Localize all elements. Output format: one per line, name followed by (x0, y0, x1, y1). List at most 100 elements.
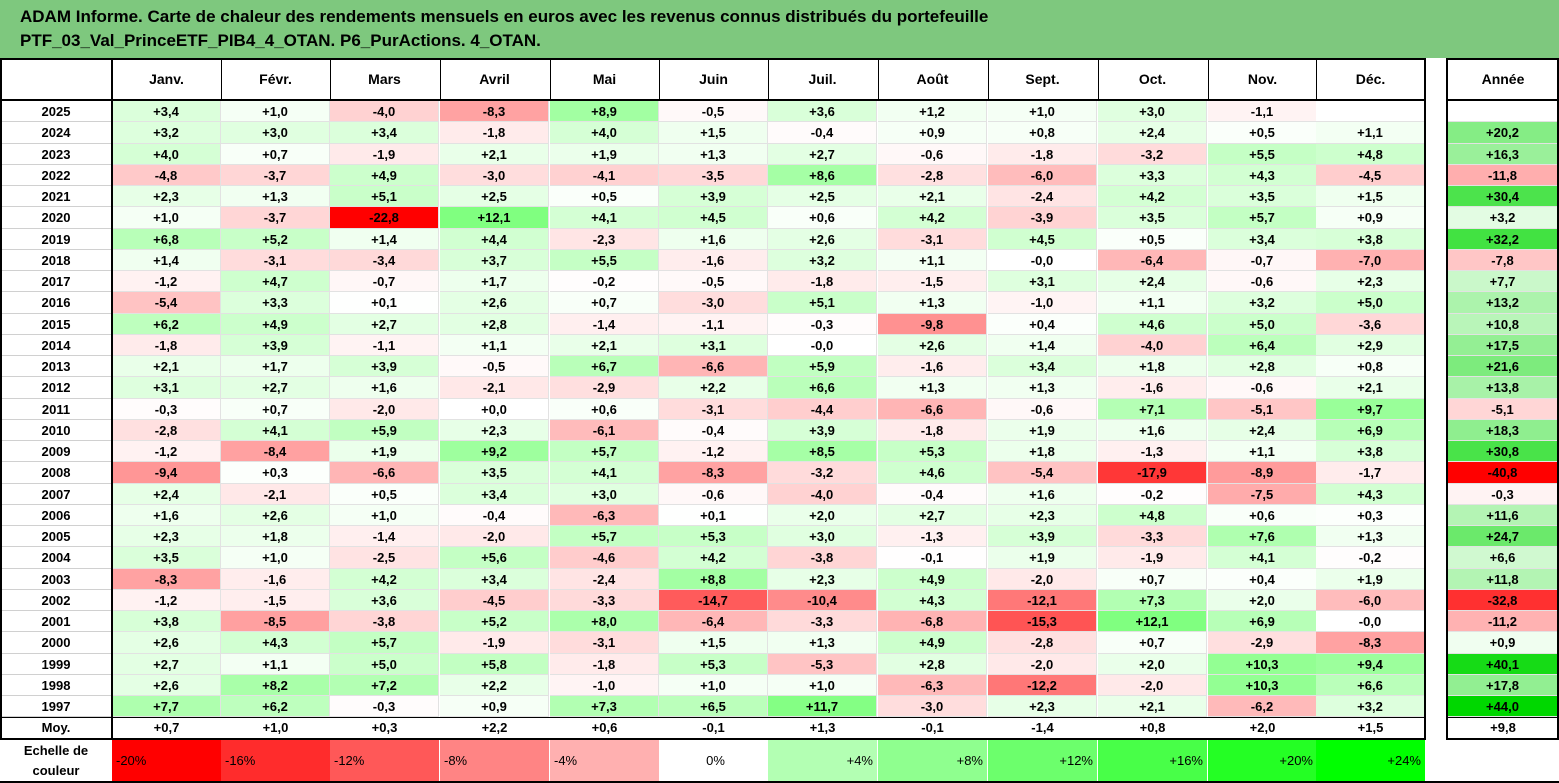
month-header: Févr. (221, 58, 330, 100)
heatmap-cell: -3,7 (221, 207, 330, 229)
heatmap-cell: +0,6 (550, 398, 659, 420)
heatmap-cell: +11,7 (768, 696, 877, 718)
heatmap-cell: +6,9 (1316, 419, 1425, 441)
average-annual-cell: +9,8 (1447, 717, 1559, 740)
heatmap-cell: +1,9 (550, 143, 659, 165)
year-label: 1998 (0, 674, 112, 696)
grid-line (0, 781, 1559, 783)
heatmap-cell: +8,9 (550, 101, 659, 123)
heatmap-cell: -3,1 (550, 632, 659, 654)
heatmap-cell: +4,0 (112, 143, 221, 165)
heatmap-cell: +10,3 (1208, 653, 1317, 675)
heatmap-cell: +1,4 (330, 228, 439, 250)
heatmap-cell: +3,5 (112, 547, 221, 569)
average-cell: +1,3 (768, 717, 877, 740)
heatmap-cell: +2,3 (988, 696, 1097, 718)
heatmap-cell: -6,0 (988, 164, 1097, 186)
annual-cell: +11,6 (1447, 504, 1559, 526)
heatmap-cell: -17,9 (1098, 462, 1207, 484)
color-scale-step: +24% (1316, 739, 1425, 783)
grid-line (1424, 58, 1426, 741)
heatmap-cell: +5,1 (768, 292, 877, 314)
heatmap-cell: +1,1 (878, 249, 987, 271)
average-cell: -0,1 (878, 717, 987, 740)
heatmap-cell: +5,7 (1208, 207, 1317, 229)
heatmap-cell: -3,6 (1316, 313, 1425, 335)
heatmap-cell: -1,9 (440, 632, 549, 654)
annual-cell (1447, 101, 1559, 123)
heatmap-cell: +10,3 (1208, 674, 1317, 696)
heatmap-cell: +3,0 (1098, 101, 1207, 123)
heatmap-cell: +4,2 (659, 547, 768, 569)
heatmap-cell: +4,0 (550, 122, 659, 144)
heatmap-cell: +1,9 (330, 441, 439, 463)
heatmap-cell: +2,2 (440, 674, 549, 696)
heatmap-cell: +1,6 (659, 228, 768, 250)
annual-cell: +6,6 (1447, 547, 1559, 569)
heatmap-cell: +0,4 (988, 313, 1097, 335)
grid-line (1098, 58, 1099, 100)
heatmap-cell: +8,0 (550, 611, 659, 633)
heatmap-cell: +2,3 (112, 526, 221, 548)
heatmap-cell: +2,4 (1098, 271, 1207, 293)
heatmap-cell: +0,6 (1208, 504, 1317, 526)
heatmap-cell: -8,3 (1316, 632, 1425, 654)
month-header: Oct. (1098, 58, 1207, 100)
heatmap-cell: +1,0 (112, 207, 221, 229)
year-label: 2010 (0, 419, 112, 441)
heatmap-cell: -0,4 (878, 483, 987, 505)
heatmap-cell: +3,0 (550, 483, 659, 505)
heatmap-cell: +1,9 (988, 419, 1097, 441)
heatmap-cell: +7,2 (330, 674, 439, 696)
heatmap-cell: +2,7 (221, 377, 330, 399)
heatmap-cell: -4,6 (550, 547, 659, 569)
heatmap-cell: -1,9 (1098, 547, 1207, 569)
heatmap-cell: -4,0 (330, 101, 439, 123)
heatmap-cell: +2,7 (768, 143, 877, 165)
heatmap-cell: +0,7 (550, 292, 659, 314)
heatmap-cell: -1,2 (659, 441, 768, 463)
heatmap-cell: -1,4 (550, 313, 659, 335)
heatmap-cell: -4,1 (550, 164, 659, 186)
title-line-1: ADAM Informe. Carte de chaleur des rende… (20, 7, 989, 26)
heatmap-cell: +4,8 (1098, 504, 1207, 526)
heatmap-cell: +2,8 (440, 313, 549, 335)
color-scale-step: +20% (1208, 739, 1317, 783)
grid-line (440, 58, 441, 100)
heatmap-cell: -0,6 (988, 398, 1097, 420)
heatmap-cell: -0,5 (440, 356, 549, 378)
heatmap-cell: +8,6 (768, 164, 877, 186)
heatmap-cell: -2,3 (550, 228, 659, 250)
annual-cell: +13,2 (1447, 292, 1559, 314)
heatmap-cell: +0,9 (440, 696, 549, 718)
heatmap-cell: +2,1 (112, 356, 221, 378)
heatmap-cell: +6,4 (1208, 334, 1317, 356)
heatmap-cell: -6,6 (330, 462, 439, 484)
grid-line (550, 58, 551, 100)
month-header: Janv. (112, 58, 221, 100)
heatmap-cell: +6,6 (768, 377, 877, 399)
heatmap-cell: -1,1 (659, 313, 768, 335)
heatmap-cell: -14,7 (659, 589, 768, 611)
heatmap-cell: +3,1 (659, 334, 768, 356)
heatmap-cell: +7,3 (1098, 589, 1207, 611)
year-label: 1999 (0, 653, 112, 675)
average-cell: +2,0 (1208, 717, 1317, 740)
heatmap-cell: -4,0 (1098, 334, 1207, 356)
heatmap-cell: -6,8 (878, 611, 987, 633)
heatmap-cell: +0,8 (1316, 356, 1425, 378)
color-scale-step: -20% (112, 739, 221, 783)
heatmap-cell: -0,2 (1098, 483, 1207, 505)
year-label: 2014 (0, 334, 112, 356)
annual-cell: +10,8 (1447, 313, 1559, 335)
heatmap-cell: +1,3 (878, 292, 987, 314)
heatmap-cell: -8,4 (221, 441, 330, 463)
month-header: Déc. (1316, 58, 1425, 100)
average-cell: +0,8 (1098, 717, 1207, 740)
annual-cell: -5,1 (1447, 398, 1559, 420)
heatmap-cell: -1,9 (330, 143, 439, 165)
heatmap-cell: +0,5 (1098, 228, 1207, 250)
heatmap-cell: +3,3 (1098, 164, 1207, 186)
annual-cell: +16,3 (1447, 143, 1559, 165)
